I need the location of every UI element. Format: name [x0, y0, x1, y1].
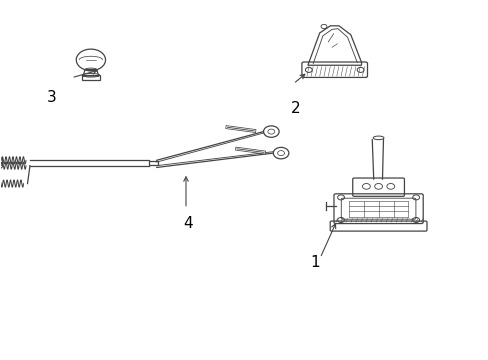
Text: 2: 2 [290, 101, 300, 116]
Bar [82, 75, 100, 80]
Text: 3: 3 [47, 90, 57, 105]
Text: 4: 4 [183, 216, 193, 230]
Text: 1: 1 [310, 255, 319, 270]
Bar [149, 161, 158, 165]
